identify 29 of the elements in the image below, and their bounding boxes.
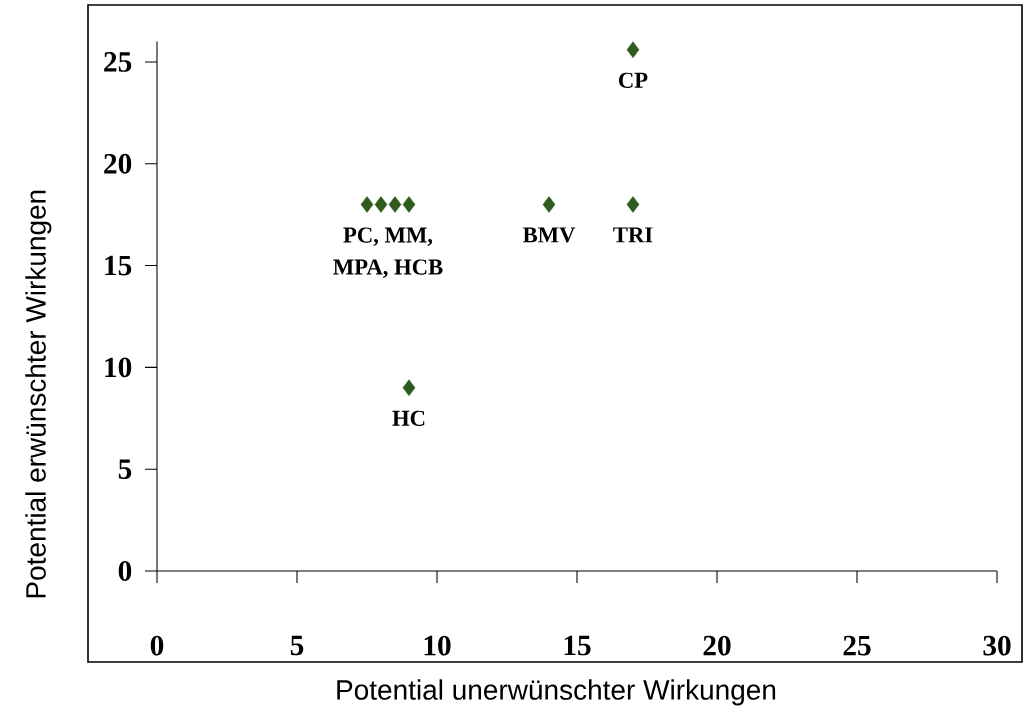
x-tick-label: 0 [150,635,164,656]
x-axis-title: Potential unerwünschter Wirkungen [337,679,776,706]
annotation: MPA, HCB [333,259,443,278]
y-tick-label: 25 [104,52,132,72]
y-axis-title: Potential erwünschter Wirkungen [25,190,52,598]
y-tick-label: 5 [118,459,132,479]
x-tick-label: 10 [424,635,451,656]
x-tick-label: 30 [983,635,1011,656]
point [626,41,640,59]
annotation: HC [392,410,425,426]
point [360,196,374,213]
x-tick-label: 20 [703,635,731,656]
point [388,196,402,213]
point [402,196,416,213]
annotation: BMV [522,227,576,243]
point [374,196,388,213]
y-tick-label: 20 [104,153,132,174]
y-tick-label: 10 [105,357,132,378]
y-tick-label: 15 [105,255,132,276]
x-tick-label: 5 [290,635,304,656]
annotation: TRI [613,227,653,243]
x-tick-label: 25 [843,635,871,656]
point [542,196,556,213]
x-tick-label: 15 [564,635,591,656]
annotation: PC, MM, [343,227,433,246]
point [402,379,416,397]
point [626,196,640,213]
annotation: CP [619,72,648,88]
y-tick-label: 0 [118,561,132,581]
